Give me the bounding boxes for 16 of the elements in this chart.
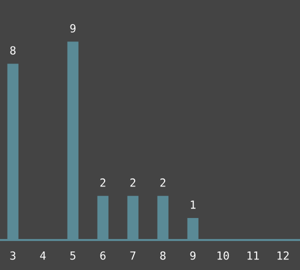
data-label: 8 bbox=[10, 46, 16, 55]
data-label: 9 bbox=[70, 24, 76, 33]
x-tick-label: 5 bbox=[70, 252, 76, 260]
data-label: 2 bbox=[130, 178, 136, 187]
x-tick-label: 9 bbox=[190, 251, 196, 260]
x-tick-label: 6 bbox=[100, 251, 106, 260]
x-tick-label: 7 bbox=[130, 252, 136, 260]
data-label: 2 bbox=[100, 178, 106, 187]
x-tick-label: 4 bbox=[40, 252, 46, 260]
x-tick-label: 12 bbox=[278, 251, 289, 260]
data-label: 1 bbox=[190, 200, 196, 209]
x-tick-label: 3 bbox=[10, 251, 16, 260]
data-label: 2 bbox=[160, 178, 166, 187]
x-tick-label: 10 bbox=[218, 251, 229, 260]
x-tick-label: 8 bbox=[160, 251, 166, 260]
x-tick-label: 11 bbox=[248, 252, 259, 260]
